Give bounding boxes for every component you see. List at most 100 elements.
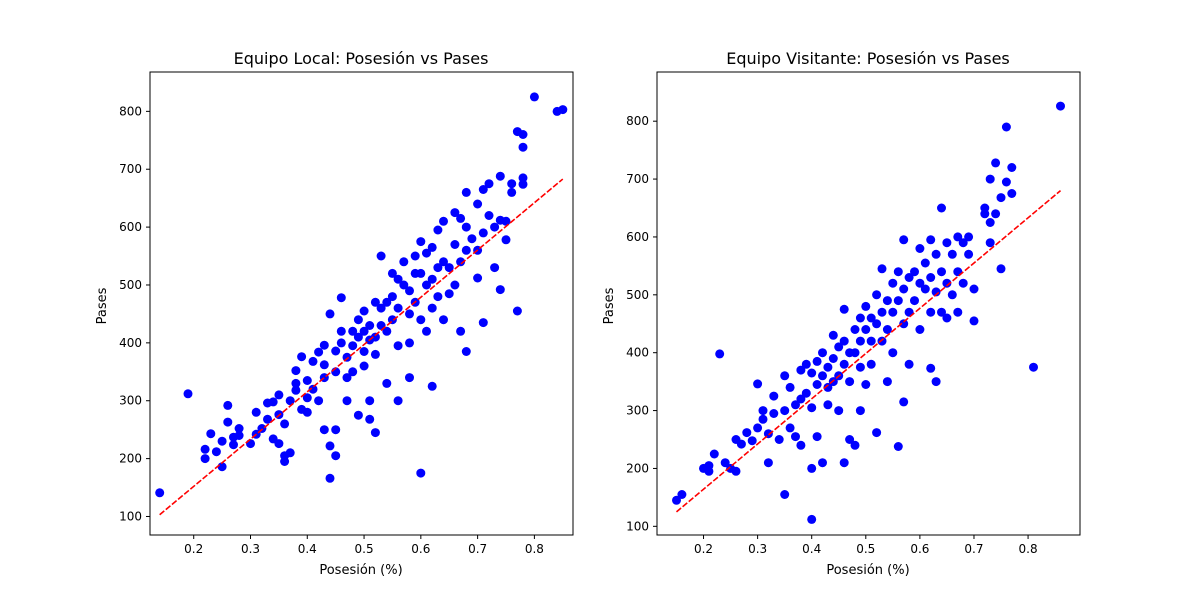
data-point bbox=[416, 315, 425, 324]
data-point bbox=[997, 264, 1006, 273]
data-point bbox=[878, 337, 887, 346]
data-point bbox=[1002, 178, 1011, 187]
data-point bbox=[1029, 363, 1038, 372]
data-point bbox=[840, 305, 849, 314]
data-point bbox=[813, 380, 822, 389]
data-point bbox=[894, 296, 903, 305]
data-point bbox=[948, 290, 957, 299]
x-axis-label: Posesión (%) bbox=[826, 563, 909, 578]
data-point bbox=[439, 217, 448, 226]
data-point bbox=[818, 348, 827, 357]
data-point bbox=[856, 406, 865, 415]
data-point bbox=[490, 223, 499, 232]
data-point bbox=[807, 369, 816, 378]
data-point bbox=[932, 250, 941, 259]
data-point bbox=[274, 439, 283, 448]
data-point bbox=[405, 373, 414, 382]
data-point bbox=[926, 273, 935, 282]
away-team-chart: Equipo Visitante: Posesión vs Pases Pose… bbox=[602, 49, 1080, 578]
x-tick-label: 0.4 bbox=[802, 542, 821, 556]
data-point bbox=[867, 337, 876, 346]
data-point bbox=[888, 279, 897, 288]
x-tick-label: 0.6 bbox=[910, 542, 929, 556]
axes-frame bbox=[150, 72, 573, 535]
data-point bbox=[851, 441, 860, 450]
data-point bbox=[878, 264, 887, 273]
data-point bbox=[964, 232, 973, 241]
x-tick-label: 0.4 bbox=[298, 542, 317, 556]
data-point bbox=[411, 252, 420, 261]
data-point bbox=[519, 180, 528, 189]
data-point bbox=[331, 425, 340, 434]
data-point bbox=[1002, 123, 1011, 132]
data-point bbox=[861, 302, 870, 311]
data-point bbox=[845, 377, 854, 386]
data-point bbox=[485, 179, 494, 188]
data-point bbox=[405, 338, 414, 347]
data-point bbox=[888, 308, 897, 317]
data-point bbox=[997, 193, 1006, 202]
data-point bbox=[910, 267, 919, 276]
data-point bbox=[942, 238, 951, 247]
data-point bbox=[428, 275, 437, 284]
data-point bbox=[883, 377, 892, 386]
data-point bbox=[269, 397, 278, 406]
data-point bbox=[759, 406, 768, 415]
data-point bbox=[416, 269, 425, 278]
y-tick-label: 800 bbox=[119, 104, 142, 118]
data-point bbox=[479, 318, 488, 327]
data-point bbox=[780, 490, 789, 499]
data-point bbox=[769, 409, 778, 418]
data-point bbox=[840, 337, 849, 346]
data-point bbox=[807, 464, 816, 473]
data-point bbox=[303, 376, 312, 385]
data-point bbox=[991, 209, 1000, 218]
y-tick-label: 100 bbox=[119, 509, 142, 523]
data-point bbox=[462, 223, 471, 232]
data-point bbox=[445, 289, 454, 298]
data-point bbox=[861, 380, 870, 389]
data-point bbox=[802, 360, 811, 369]
data-point bbox=[286, 448, 295, 457]
y-tick-label: 300 bbox=[626, 404, 649, 418]
data-point bbox=[155, 488, 164, 497]
data-point bbox=[513, 307, 522, 316]
data-point bbox=[201, 454, 210, 463]
data-point bbox=[807, 403, 816, 412]
data-point bbox=[899, 397, 908, 406]
x-tick-label: 0.5 bbox=[355, 542, 374, 556]
data-point bbox=[872, 319, 881, 328]
data-point bbox=[291, 366, 300, 375]
data-point bbox=[878, 308, 887, 317]
data-point bbox=[791, 432, 800, 441]
data-point bbox=[399, 257, 408, 266]
data-point bbox=[759, 415, 768, 424]
data-point bbox=[416, 237, 425, 246]
data-point bbox=[439, 315, 448, 324]
data-point bbox=[986, 175, 995, 184]
data-point bbox=[753, 379, 762, 388]
x-tick-label: 0.3 bbox=[241, 542, 260, 556]
data-point bbox=[786, 423, 795, 432]
data-point bbox=[840, 458, 849, 467]
data-point bbox=[428, 382, 437, 391]
data-point bbox=[291, 379, 300, 388]
data-point bbox=[856, 314, 865, 323]
x-tick-label: 0.2 bbox=[694, 542, 713, 556]
x-axis-label: Posesión (%) bbox=[319, 563, 402, 578]
data-point bbox=[365, 415, 374, 424]
data-point bbox=[456, 327, 465, 336]
data-point bbox=[823, 363, 832, 372]
data-point bbox=[320, 360, 329, 369]
data-point bbox=[462, 347, 471, 356]
x-tick-label: 0.8 bbox=[525, 542, 544, 556]
data-point bbox=[856, 363, 865, 372]
data-point bbox=[314, 348, 323, 357]
data-point bbox=[899, 235, 908, 244]
data-point bbox=[823, 400, 832, 409]
data-point bbox=[932, 377, 941, 386]
data-point bbox=[303, 408, 312, 417]
data-point bbox=[775, 435, 784, 444]
data-point bbox=[428, 243, 437, 252]
data-point bbox=[229, 440, 238, 449]
